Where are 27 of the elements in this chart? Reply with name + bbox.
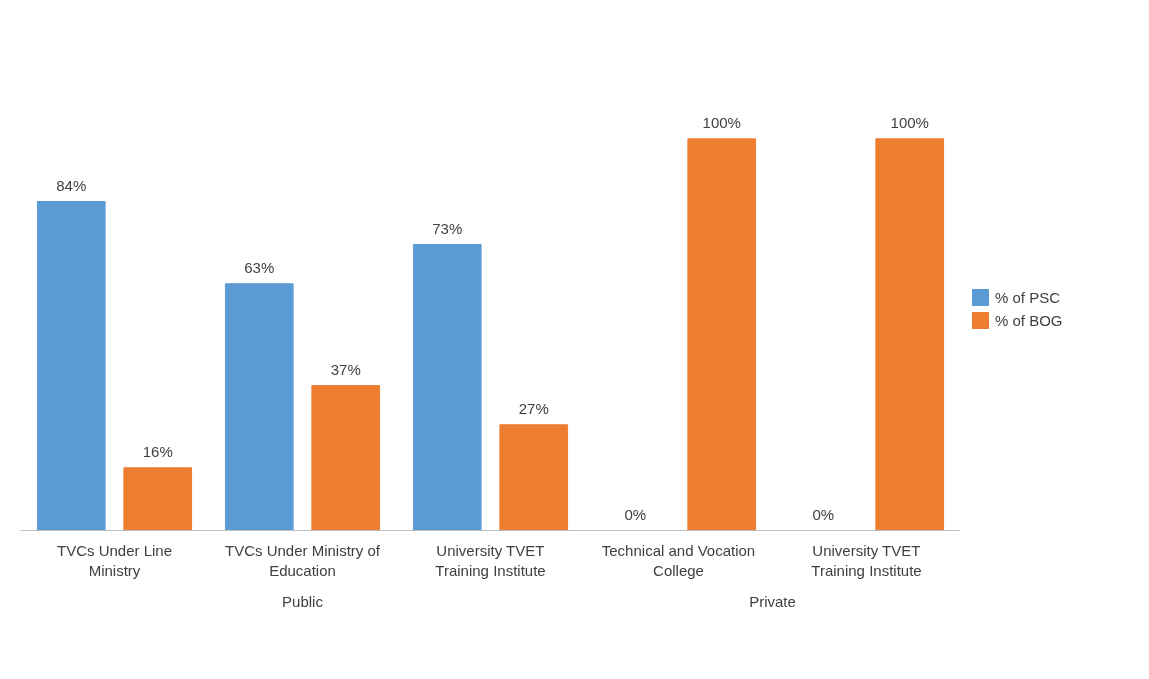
data-label: 0% <box>812 505 835 523</box>
data-label: 27% <box>518 399 549 417</box>
x-tick-label: Technical and Vocation College <box>601 541 756 579</box>
text: Public <box>282 592 324 610</box>
data-label: 16% <box>142 442 173 460</box>
bar <box>224 283 294 531</box>
bar <box>499 424 569 531</box>
bar <box>36 201 106 531</box>
bar <box>311 385 381 531</box>
x-tick-label: University TVET Training Institute <box>435 541 546 579</box>
bar <box>687 138 757 531</box>
legend-label: % of BOG <box>995 311 1063 329</box>
bar <box>123 467 193 531</box>
bar <box>875 138 945 531</box>
x-tick-label: University TVET Training Institute <box>811 541 922 579</box>
data-label: 63% <box>244 258 275 276</box>
data-label: 100% <box>890 113 929 131</box>
data-label: 84% <box>56 176 87 194</box>
x-tick-label: TVCs Under Ministry of Education <box>224 541 381 579</box>
data-label: 37% <box>330 360 361 378</box>
data-label: 100% <box>702 113 741 131</box>
legend-label: % of PSC <box>995 288 1061 306</box>
text: Private <box>749 592 796 610</box>
x-tick-label: TVCs Under Line Ministry <box>56 541 173 579</box>
data-label: 73% <box>432 219 463 237</box>
bar <box>412 244 482 531</box>
data-label: 0% <box>624 505 647 523</box>
